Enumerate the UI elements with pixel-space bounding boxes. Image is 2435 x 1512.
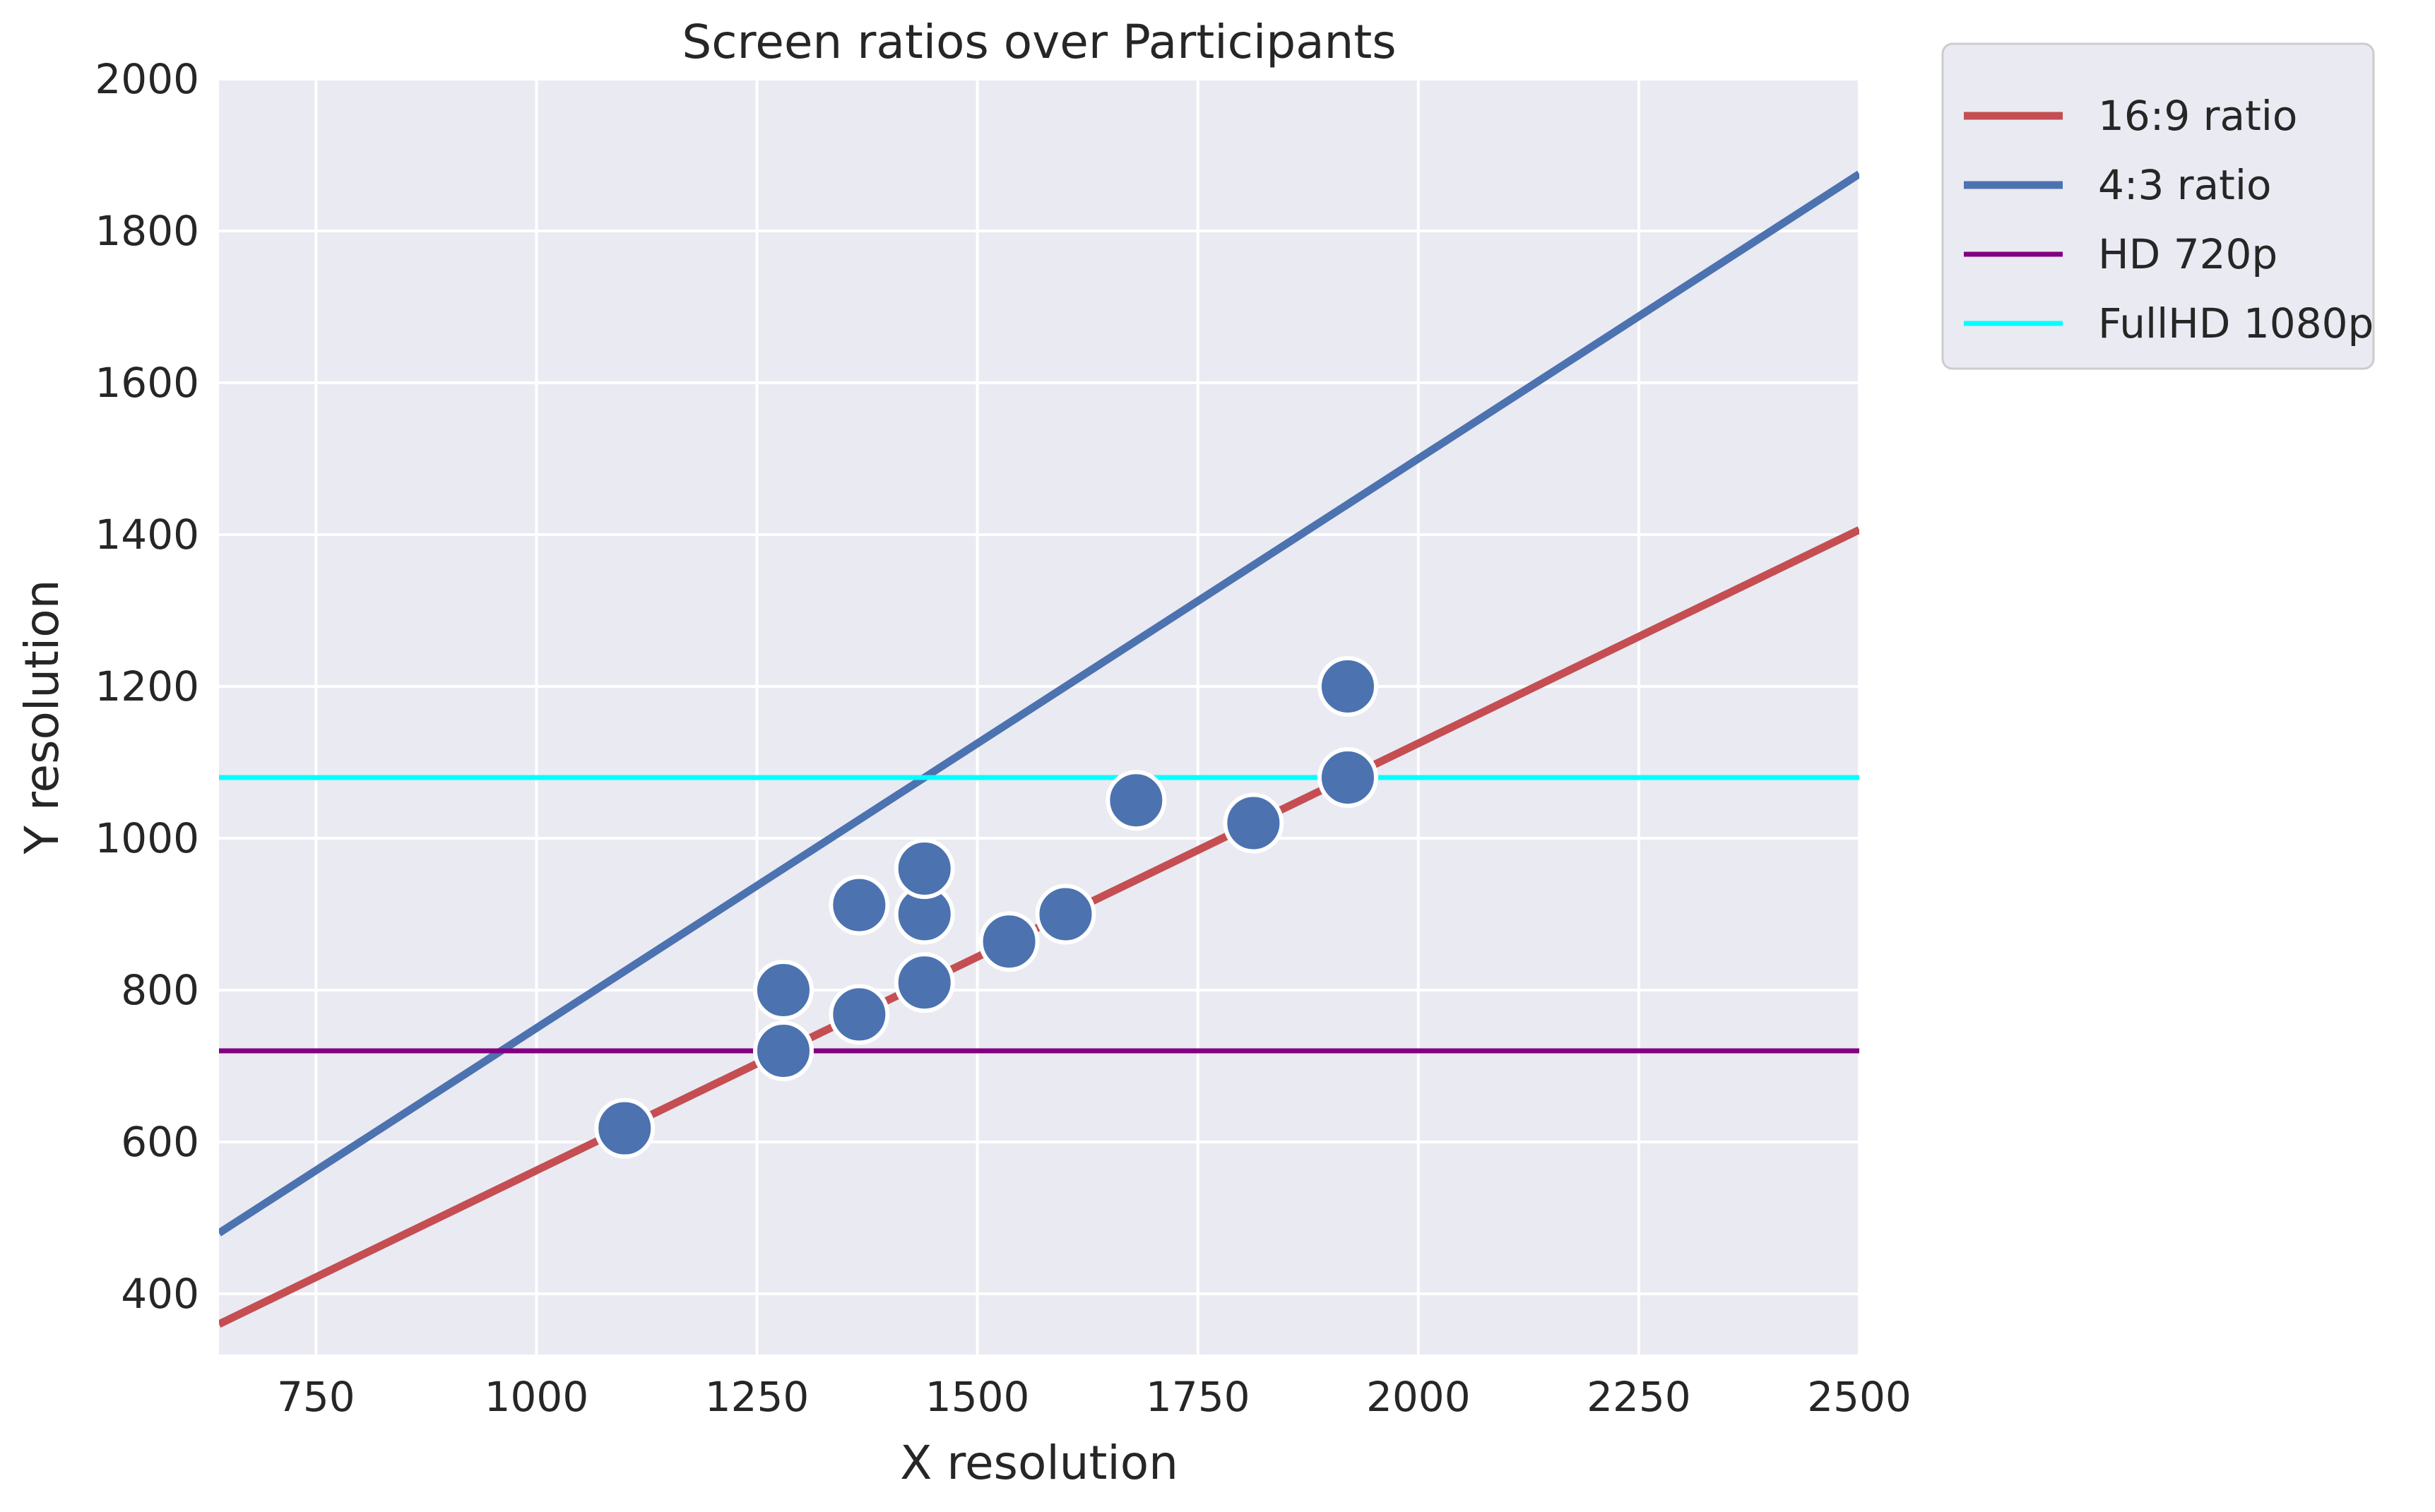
- chart-title: Screen ratios over Participants: [682, 15, 1396, 69]
- data-point: [894, 952, 955, 1013]
- legend-label: FullHD 1080p: [2098, 299, 2374, 347]
- x-axis-title: X resolution: [900, 1436, 1178, 1490]
- grid: [219, 78, 1861, 1355]
- data-point: [1035, 883, 1096, 945]
- legend: 16:9 ratio 4:3 ratio HD 720p FullHD 1080p: [1941, 42, 2375, 370]
- data-point: [752, 1020, 814, 1081]
- x-tick-label: 1250: [705, 1373, 810, 1421]
- data-point: [1223, 792, 1284, 854]
- legend-label: 4:3 ratio: [2098, 161, 2272, 209]
- x-tick-label: 1500: [925, 1373, 1030, 1421]
- legend-label: 16:9 ratio: [2098, 92, 2297, 140]
- y-tick-label: 1000: [95, 814, 199, 862]
- x-tick-label: 750: [277, 1373, 355, 1421]
- tick-labels: 750 1000 1250 1500 1750 2000 2250 2500 400 600 800…: [95, 55, 1911, 1421]
- x-tick-label: 1000: [485, 1373, 589, 1421]
- data-point: [1317, 747, 1378, 808]
- y-tick-label: 1400: [95, 511, 199, 559]
- x-tick-label: 2250: [1587, 1373, 1691, 1421]
- data-point: [978, 911, 1040, 972]
- legend-box: [1941, 42, 2375, 370]
- data-point: [894, 838, 955, 899]
- y-tick-label: 800: [121, 966, 199, 1014]
- y-tick-label: 1800: [95, 207, 199, 255]
- y-tick-label: 1200: [95, 662, 199, 710]
- data-point: [829, 874, 890, 936]
- x-tick-label: 2000: [1366, 1373, 1471, 1421]
- y-tick-label: 2000: [95, 55, 199, 103]
- series-line-4-3-ratio: [219, 170, 1859, 1237]
- data-point: [1317, 656, 1378, 717]
- y-tick-label: 400: [121, 1270, 199, 1318]
- legend-label: HD 720p: [2098, 230, 2277, 278]
- x-tick-label: 1750: [1146, 1373, 1250, 1421]
- data-point: [594, 1097, 656, 1159]
- data-point: [829, 984, 890, 1045]
- y-axis-title: Y resolution: [15, 580, 69, 855]
- plot-area: [219, 79, 1859, 1355]
- data-point: [752, 960, 814, 1020]
- data-point: [1106, 770, 1167, 831]
- x-tick-label: 2500: [1807, 1373, 1912, 1421]
- scatter-points: [594, 656, 1378, 1159]
- y-tick-label: 1600: [95, 359, 199, 407]
- y-tick-label: 600: [121, 1118, 199, 1166]
